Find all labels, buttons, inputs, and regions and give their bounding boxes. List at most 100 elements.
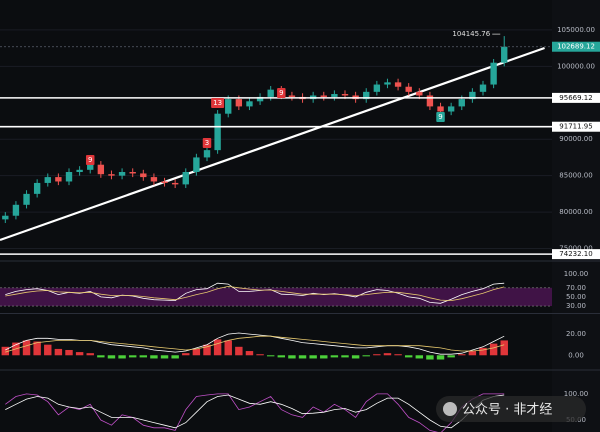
histogram-bar (22, 340, 31, 356)
histogram-bar (320, 355, 328, 359)
watermark: 公众号 · 非才经 (436, 396, 586, 422)
histogram-bar (383, 353, 392, 356)
indicator-line (5, 285, 505, 302)
seq-marker-label: 13 (213, 99, 222, 107)
seq-marker (277, 87, 286, 98)
histogram-bar (235, 346, 243, 356)
candle-body (55, 177, 62, 182)
candle-body (288, 95, 296, 97)
histogram-bar (415, 355, 424, 359)
y-tick-label: 100.00 (564, 390, 589, 398)
candle-body (203, 150, 211, 158)
histogram-bar (75, 352, 84, 356)
candle-body (65, 172, 73, 182)
histogram-bar (394, 354, 402, 356)
histogram-bar (224, 340, 232, 356)
seq-marker (85, 154, 95, 165)
candle-body (363, 91, 370, 100)
candle-body (171, 182, 179, 185)
candle-body (373, 84, 381, 92)
y-tick-label: 100.00 (564, 270, 589, 278)
candle-body (44, 177, 51, 183)
candle-body (426, 95, 434, 107)
level-tag (552, 121, 600, 132)
level-label: 74232.10 (559, 250, 592, 258)
histogram-bar (266, 355, 275, 357)
indicator-line (5, 282, 505, 304)
histogram-bar (426, 355, 434, 360)
y-tick-label: 85000.00 (559, 172, 592, 180)
indicator-line (5, 335, 505, 353)
candle-body (23, 193, 30, 205)
histogram-bar (404, 355, 413, 358)
histogram-bar (118, 355, 126, 359)
candle-body (235, 99, 243, 107)
histogram-bar (44, 344, 52, 356)
watermark-text: 公众号 · 非才经 (462, 403, 552, 418)
indicator-line (5, 394, 505, 429)
candle-body (447, 106, 455, 112)
histogram-bar (203, 344, 211, 356)
histogram-bar (277, 355, 286, 358)
candle-body (108, 174, 115, 176)
histogram-bar (256, 354, 264, 356)
seq-marker-label: 9 (279, 89, 283, 97)
histogram-bar (160, 355, 169, 359)
y-tick-label: 80000.00 (559, 208, 592, 216)
histogram-bar (436, 355, 445, 360)
y-tick-label: 90000.00 (559, 135, 592, 143)
histogram-bar (128, 355, 137, 358)
y-tick-label: 50.00 (566, 293, 586, 301)
seq-marker-label: 9 (88, 156, 92, 164)
histogram-bar (330, 355, 339, 358)
candle-body (437, 106, 444, 112)
candle-body (405, 86, 412, 92)
current-price-label: 102689.12 (557, 43, 595, 51)
price-axis (552, 0, 600, 432)
seq-marker (202, 137, 212, 148)
candle-body (140, 173, 147, 178)
histogram-bar (213, 339, 222, 356)
candle-body (118, 172, 126, 176)
histogram-bar (97, 355, 105, 358)
seq-marker (211, 97, 225, 108)
histogram-bar (192, 348, 201, 356)
candle-body (2, 215, 9, 220)
candle-body (501, 46, 508, 63)
candle-body (33, 182, 41, 194)
level-label: 91711.95 (559, 123, 592, 131)
histogram-bar (1, 346, 10, 356)
histogram-bar (479, 347, 487, 356)
level-label: 95669.12 (559, 94, 592, 102)
candle-body (267, 89, 274, 97)
y-tick-label: 105000.00 (557, 26, 595, 34)
candle-body (256, 96, 264, 102)
watermark-bg (436, 396, 586, 422)
histogram-bar (150, 355, 158, 359)
histogram-bar (33, 341, 41, 356)
indicator-line (5, 393, 505, 432)
level-tag (552, 249, 600, 260)
candle-body (384, 82, 391, 85)
band (0, 287, 552, 307)
candle-body (394, 82, 402, 87)
candle-body (479, 84, 487, 92)
candle-body (193, 157, 200, 172)
seq-marker (436, 111, 445, 122)
candle-body (12, 204, 20, 216)
watermark-icon (443, 402, 457, 416)
histogram-bar (489, 343, 498, 356)
histogram-bar (288, 355, 296, 359)
histogram-bar (65, 349, 73, 356)
candle-body (458, 99, 465, 107)
histogram-bar (362, 355, 370, 357)
candle-body (87, 164, 94, 170)
candle-body (76, 169, 83, 172)
histogram-bar (500, 340, 508, 356)
histogram-bar (139, 355, 148, 358)
high-label: 104145.76 (452, 30, 490, 38)
candle-body (331, 94, 338, 97)
candle-body (214, 113, 221, 151)
